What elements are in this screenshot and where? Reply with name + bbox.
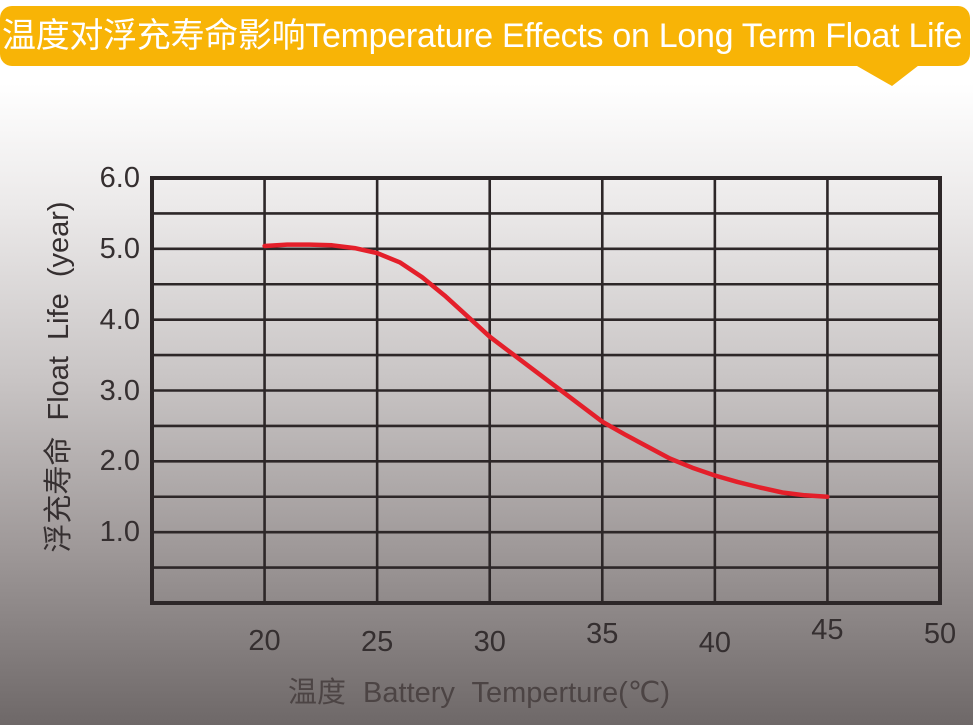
y-tick-label: 6.0 bbox=[99, 162, 140, 194]
float-life-curve bbox=[262, 242, 830, 500]
x-tick-label: 30 bbox=[473, 626, 506, 658]
y-tick-label: 5.0 bbox=[99, 232, 140, 265]
y-tick-label: 4.0 bbox=[99, 303, 140, 336]
page-title: 温度对浮充寿命影响Temperature Effects on Long Ter… bbox=[2, 17, 963, 55]
plot-area bbox=[150, 176, 942, 605]
y-tick-label: 2.0 bbox=[99, 445, 140, 478]
x-tick-label: 25 bbox=[361, 626, 394, 658]
banner-tail bbox=[850, 62, 923, 86]
x-tick-label: 20 bbox=[248, 625, 281, 657]
x-tick-label: 40 bbox=[698, 627, 731, 659]
x-tick-label: 45 bbox=[811, 614, 844, 646]
y-tick-label: 3.0 bbox=[99, 374, 140, 407]
y-axis-title: 浮充寿命 Float Life (year) bbox=[43, 201, 75, 553]
title-banner: 温度对浮充寿命影响Temperature Effects on Long Ter… bbox=[0, 6, 970, 66]
x-tick-label: 35 bbox=[586, 618, 619, 650]
plot-border bbox=[150, 176, 942, 605]
x-tick-label: 50 bbox=[923, 618, 957, 650]
y-tick-label: 1.0 bbox=[99, 516, 140, 549]
x-axis-title: 温度 Battery Temperture(℃) bbox=[288, 677, 671, 709]
